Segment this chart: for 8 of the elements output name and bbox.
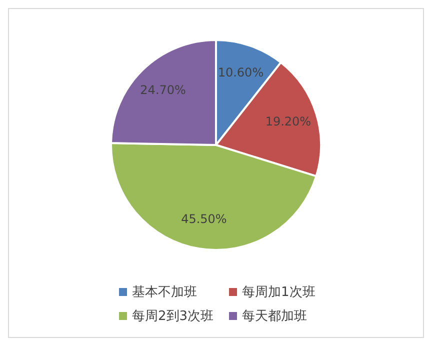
legend-label: 每周2到3次班 xyxy=(132,308,214,325)
legend-label: 基本不加班 xyxy=(132,284,197,301)
data-label: 45.50% xyxy=(181,212,227,226)
legend-label: 每天都加班 xyxy=(242,308,307,325)
data-label: 19.20% xyxy=(265,114,312,129)
data-label: 24.70% xyxy=(140,83,186,98)
data-label: 10.60% xyxy=(218,66,264,80)
legend-label: 每周加1次班 xyxy=(242,284,316,301)
